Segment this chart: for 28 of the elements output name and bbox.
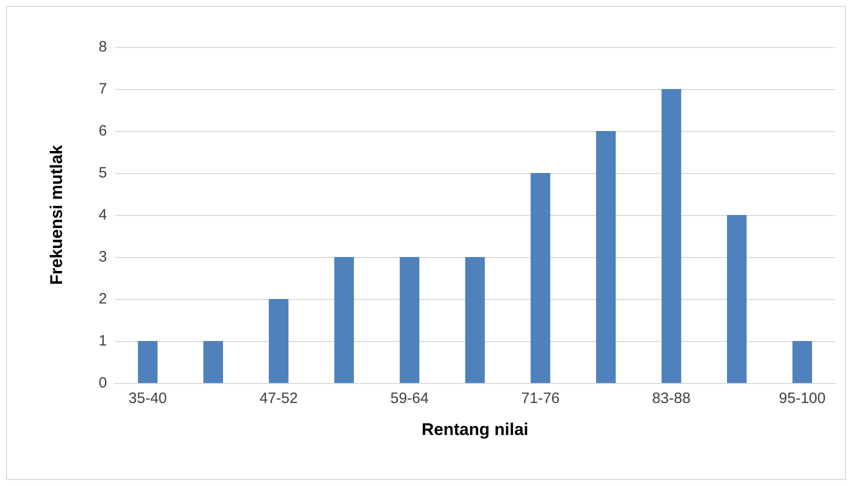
y-tick-label: 8: [98, 38, 107, 56]
bar: [596, 131, 616, 383]
x-tick-label: 47-52: [259, 390, 298, 407]
bar: [727, 215, 747, 383]
y-tick-label: 0: [98, 374, 107, 392]
bar: [138, 341, 158, 383]
y-tick-label: 4: [98, 206, 107, 224]
x-tick-label: 83-88: [652, 390, 691, 407]
y-tick-label: 7: [98, 80, 107, 98]
bar: [268, 299, 288, 383]
y-tick-label: 1: [98, 332, 107, 350]
bar: [792, 341, 812, 383]
bar: [334, 257, 354, 383]
y-tick-label: 6: [98, 122, 107, 140]
y-tick-label: 3: [98, 248, 107, 266]
bar: [203, 341, 223, 383]
bar: [530, 173, 550, 383]
x-axis-title: Rentang nilai: [422, 420, 528, 439]
x-tick-label: 95-100: [778, 390, 826, 407]
x-tick-label: 35-40: [128, 390, 167, 407]
y-tick-label: 2: [98, 290, 107, 308]
bar: [465, 257, 485, 383]
x-tick-label: 71-76: [521, 390, 560, 407]
bar: [662, 89, 682, 383]
y-tick-label: 5: [98, 164, 107, 182]
bar: [400, 257, 420, 383]
y-axis-title: Frekuensi mutlak: [47, 144, 66, 285]
x-tick-label: 59-64: [390, 390, 429, 407]
